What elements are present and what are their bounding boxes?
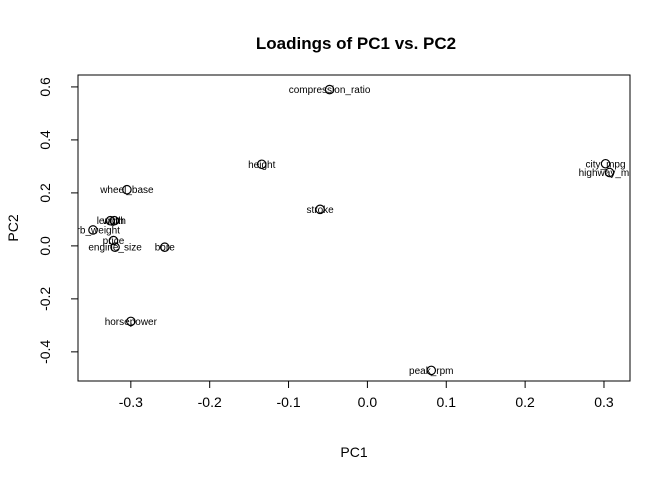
point-label: city_mpg [586, 159, 626, 170]
data-point [315, 204, 325, 215]
x-tick-label: 0.1 [437, 394, 457, 410]
data-point [324, 84, 335, 95]
data-point [110, 242, 120, 253]
x-tick-label: -0.3 [119, 394, 143, 410]
y-axis-label: PC2 [5, 214, 21, 241]
point-label: highway_mpg [579, 168, 641, 179]
plot-frame [77, 74, 631, 382]
chart-title: Loadings of PC1 vs. PC2 [256, 34, 456, 53]
x-tick-label: -0.1 [276, 394, 300, 410]
x-axis-label: PC1 [340, 444, 367, 460]
y-tick-label: 0.0 [37, 236, 53, 256]
data-point [604, 167, 615, 178]
y-tick-label: 0.6 [37, 77, 53, 97]
y-tick-label: 0.2 [37, 183, 53, 203]
point-label: compression_ratio [289, 85, 371, 96]
data-point [88, 225, 98, 235]
data-point [426, 365, 437, 376]
point-label: stroke [306, 205, 334, 216]
data-point [108, 235, 119, 246]
data-point [126, 316, 136, 327]
point-label: horsepower [105, 317, 158, 328]
point-label: peak_rpm [409, 366, 453, 377]
point-label: price [103, 236, 125, 247]
x-tick-label: 0.0 [358, 394, 378, 410]
data-point [256, 159, 267, 170]
data-point [600, 158, 611, 169]
point-label: curb_weight [66, 225, 120, 236]
data-point [109, 215, 120, 226]
point-label: engine_size [88, 243, 142, 254]
point-label: bore [155, 243, 175, 254]
x-tick-label: 0.2 [515, 394, 535, 410]
y-tick-label: 0.4 [37, 130, 53, 150]
x-tick-label: 0.3 [594, 394, 614, 410]
x-tick-label: -0.2 [198, 394, 222, 410]
point-label: width [102, 216, 126, 227]
y-axis: -0.4 -0.2 0.0 0.2 0.4 0.6 [37, 77, 79, 364]
data-point [122, 184, 132, 195]
point-label: wheel_base [99, 185, 154, 196]
data-point [159, 242, 170, 253]
y-tick-label: -0.4 [37, 340, 53, 364]
y-tick-label: -0.2 [37, 287, 53, 311]
data-point [105, 215, 116, 226]
point-label: height [248, 160, 275, 171]
x-axis: -0.3 -0.2 -0.1 0.0 0.1 0.2 0.3 [119, 380, 614, 410]
